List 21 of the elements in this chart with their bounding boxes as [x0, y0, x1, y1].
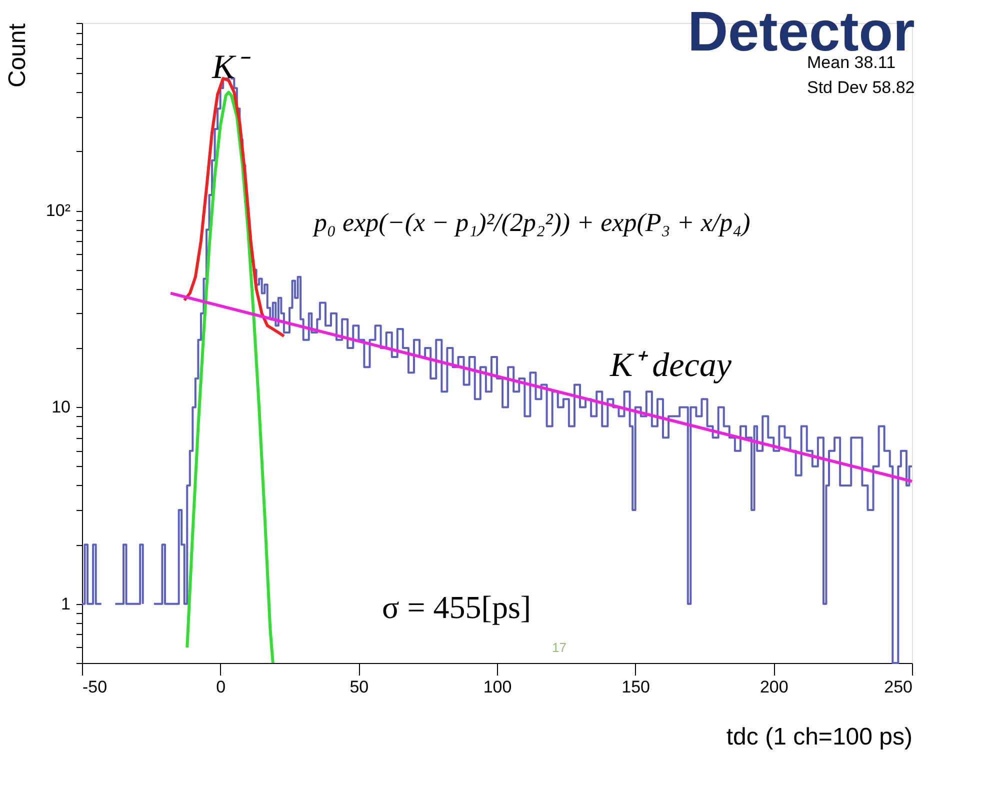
x-axis-title: tdc (1 ch=100 ps) [726, 724, 912, 750]
y-tick-label: 10 [52, 398, 70, 417]
x-tick-label: 50 [350, 678, 369, 696]
x-tick-label: -50 [82, 678, 108, 696]
x-tick-label: 150 [622, 678, 650, 696]
y-tick-label: 1 [61, 594, 70, 614]
annotation: 17 [552, 640, 566, 655]
line-series [182, 76, 286, 338]
annotation: Mean 38.11 [807, 53, 896, 72]
line-series [186, 90, 274, 664]
annotation: p₀ exp(−(x − p₁)²/(2p₂²)) + exp(P₃ + x/p₄) [312, 208, 750, 237]
annotation: K⁺ decay [609, 347, 732, 384]
x-tick-label: 100 [483, 678, 512, 696]
x-tick-label: 0 [216, 678, 226, 696]
y-tick-label: 10² [46, 201, 71, 220]
annotation: Std Dev 58.82 [807, 78, 915, 97]
x-tick-label: 250 [884, 678, 912, 696]
annotation: σ = 455[ps] [382, 589, 532, 625]
annotation: K⁻ [211, 49, 251, 86]
x-tick-label: 200 [760, 678, 788, 696]
y-axis-title: Count [4, 23, 31, 88]
